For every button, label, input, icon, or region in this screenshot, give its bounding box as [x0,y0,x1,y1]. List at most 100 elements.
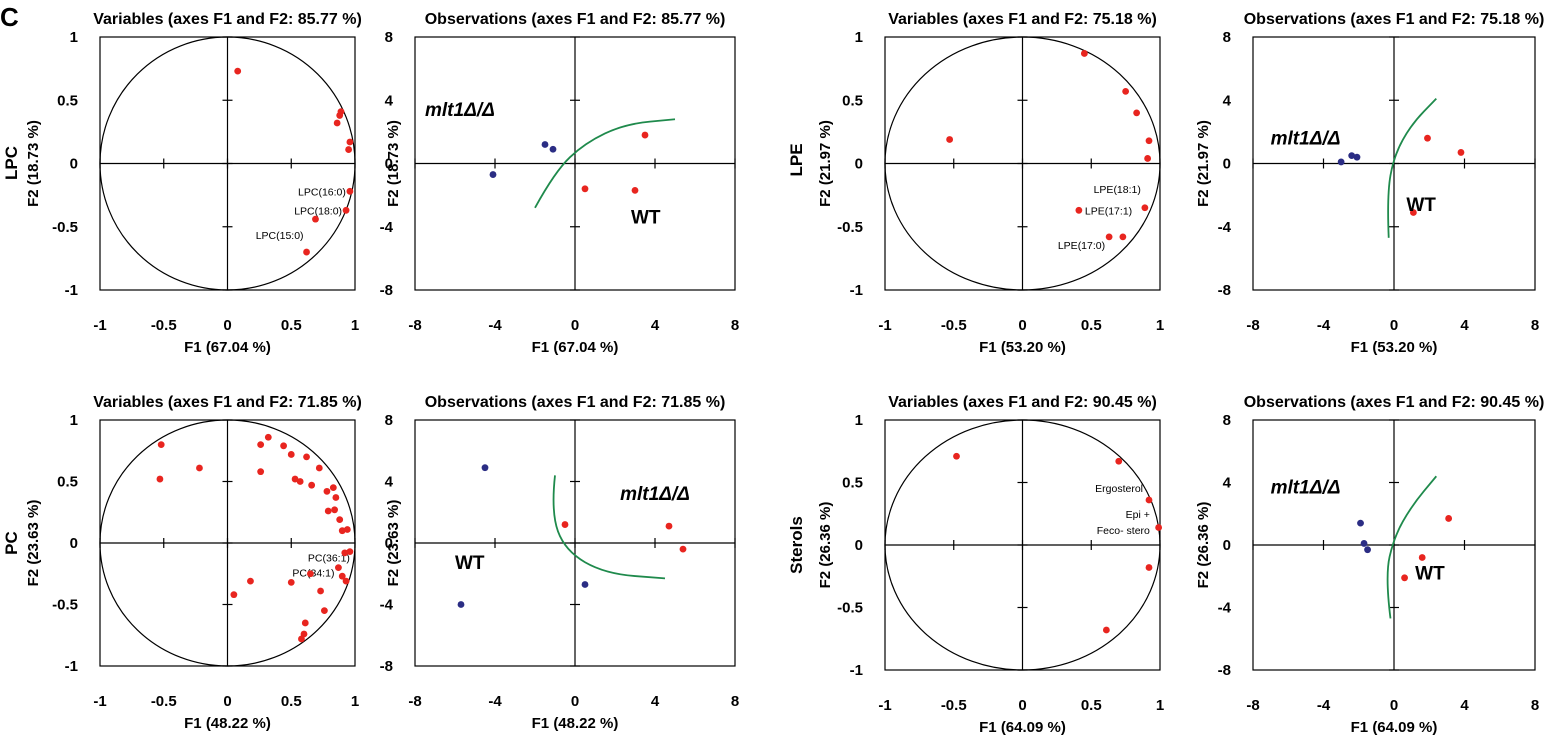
x-tick-label: 0 [223,693,231,710]
x-tick-label: -8 [408,317,421,334]
variable-point [257,468,265,476]
variable-point [341,549,349,557]
observation-point [457,601,465,608]
x-tick-label: -4 [1317,317,1331,334]
variable-point [336,516,344,524]
y-tick-label: -4 [1218,600,1232,617]
y-tick-label: -0.5 [52,597,78,614]
y-tick-label: -8 [1218,282,1231,299]
group-label: mlt1Δ/Δ [620,484,690,505]
observation-point [1409,209,1417,216]
y-tick-label: 0.5 [842,475,863,492]
x-tick-label: -0.5 [941,317,967,334]
x-tick-label: -4 [488,317,502,334]
y-tick-label: 0 [1223,156,1231,173]
group-label: mlt1Δ/Δ [1271,477,1341,498]
x-axis-label: F1 (53.20 %) [979,339,1066,356]
x-tick-label: 0 [1018,697,1026,714]
chart-title: Observations (axes F1 and F2: 75.18 %) [1244,11,1545,28]
variable-point [247,577,254,585]
observation-point [631,186,639,194]
observation-point [549,145,557,153]
chart-panel-2: -8 -4 0 4 8 -8 -4 0 4 8 Observations (axes F1 and … [380,11,740,356]
variable-point [345,146,353,153]
y-tick-label: -1 [850,282,863,299]
y-tick-label: 1 [855,29,863,46]
point-label: PC(36:1) [308,553,350,565]
x-tick-label: 4 [1460,697,1469,714]
x-tick-label: -4 [488,693,502,710]
x-tick-label: -0.5 [151,317,177,334]
y-tick-label: -4 [380,219,394,236]
row-label: Sterols [787,516,806,574]
y-tick-label: 0 [70,535,78,552]
variable-point [1144,155,1152,162]
y-tick-label: 0 [70,156,78,173]
y-axis-label: F2 (18.73 %) [385,120,402,207]
chart-panel-8: -8 -4 0 4 8 -8 -4 0 4 8 Observations (axes F1 and … [1195,394,1544,736]
x-axis-label: F1 (48.22 %) [184,715,271,732]
y-axis-label: F2 (21.97 %) [817,120,834,207]
variable-point [303,453,310,461]
variable-point [1145,564,1153,571]
x-tick-label: -4 [1317,697,1331,714]
x-tick-label: 0 [1390,697,1398,714]
point-label: LPE(17:0) [1058,240,1105,252]
x-tick-label: 0.5 [1081,317,1102,334]
y-tick-label: 8 [1223,29,1231,46]
chart-title: Observations (axes F1 and F2: 85.77 %) [425,11,726,28]
observation-point [679,545,687,553]
observation-point [1353,153,1361,161]
observation-point [1424,134,1431,142]
x-tick-label: -0.5 [941,697,967,714]
chart-panel-4: -8 -4 0 4 8 -8 -4 0 4 8 Observations (axes F1 and … [1195,11,1544,356]
y-tick-label: 8 [385,412,393,429]
y-tick-label: 1 [70,412,78,429]
x-tick-label: 8 [1531,697,1539,714]
variable-point [306,570,314,578]
x-tick-label: 1 [351,317,359,334]
variable-point [1102,626,1110,634]
variable-point [301,619,309,627]
y-axis-label: F2 (26.36 %) [817,502,834,589]
y-tick-label: -1 [65,282,78,299]
observation-point [1348,152,1356,159]
variable-point [332,494,340,501]
variable-point [280,442,287,450]
annotation-text: Epi + [1126,509,1150,521]
chart-panel-7: -1 -0.5 0 0.5 1 -1 -0.5 0 0.5 1 Variables (axes F1… [787,394,1164,736]
observation-point [1337,158,1345,166]
variable-point [1075,206,1083,214]
y-tick-label: 4 [1223,475,1232,492]
y-tick-label: 0 [855,537,863,554]
chart-panel-6: -8 -4 0 4 8 -8 -4 0 4 8 Observations (axes F1 and … [380,394,740,732]
observation-point [481,464,489,472]
chart-title: Variables (axes F1 and F2: 75.18 %) [888,11,1157,28]
chart-title: Observations (axes F1 and F2: 71.85 %) [425,394,726,411]
x-axis-label: F1 (67.04 %) [184,339,271,356]
variable-point [1145,137,1153,145]
y-tick-label: 4 [385,92,394,109]
variable-point [1119,233,1127,241]
variable-point [1122,87,1130,95]
x-tick-label: -8 [1246,697,1259,714]
observation-point [1457,149,1465,156]
group-label: mlt1Δ/Δ [425,100,495,121]
observation-point [665,522,673,530]
observation-point [489,171,497,178]
variable-point [329,484,337,492]
variable-point [298,635,305,643]
x-tick-label: 0.5 [1081,697,1102,714]
point-label: LPC(18:0) [294,205,342,217]
chart-panel-5: -1 -0.5 0 0.5 1 -1 -0.5 0 0.5 1 Variables (axes F1… [2,394,362,732]
observation-point [1357,519,1364,527]
variable-point [321,607,328,615]
group-label: WT [1406,195,1436,216]
variable-point [287,451,295,458]
variable-point [296,478,304,485]
variable-point [338,572,346,580]
observation-point [1401,574,1408,582]
y-tick-label: 0.5 [57,92,78,109]
y-tick-label: 0.5 [842,92,863,109]
x-tick-label: 0 [571,317,579,334]
